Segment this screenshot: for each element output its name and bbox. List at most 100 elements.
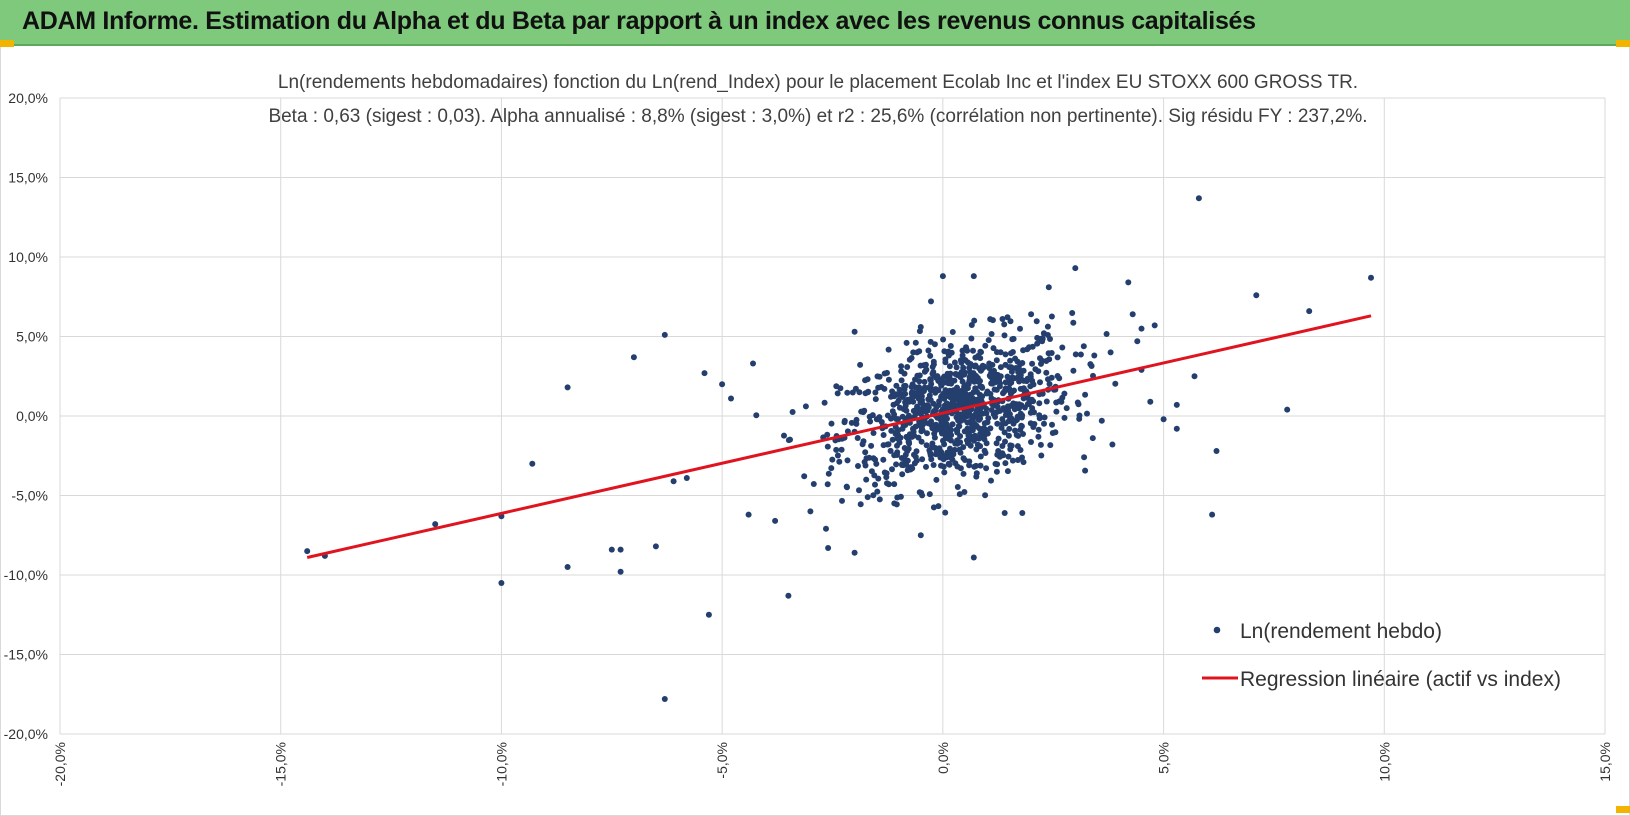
x-tick-label: 0,0% (935, 742, 951, 774)
scatter-point (952, 371, 959, 377)
scatter-point (893, 428, 900, 435)
scatter-point (899, 461, 906, 468)
scatter-point (958, 359, 965, 366)
scatter-point (1195, 195, 1202, 202)
x-tick-label: -20,0% (52, 742, 68, 786)
scatter-point (1038, 452, 1045, 459)
scatter-point (986, 365, 993, 372)
scatter-point (884, 480, 890, 487)
scatter-point (940, 336, 947, 343)
scatter-point (1098, 417, 1105, 424)
scatter-point (999, 416, 1006, 423)
scatter-point (1033, 318, 1040, 325)
scatter-point (1043, 398, 1050, 405)
scatter-point (921, 368, 928, 375)
legend-scatter-marker (1213, 626, 1221, 634)
scatter-point (867, 418, 874, 425)
scatter-point (876, 496, 883, 503)
scatter-point (856, 389, 863, 396)
scatter-point (948, 432, 955, 439)
scatter-point (998, 424, 1005, 431)
scatter-point (1037, 441, 1044, 448)
scatter-point (925, 347, 932, 354)
scatter-point (1008, 379, 1015, 386)
scatter-point (908, 464, 914, 471)
scatter-point (1001, 510, 1008, 516)
scatter-point (929, 370, 936, 377)
scatter-point (942, 509, 949, 516)
scatter-point (959, 352, 966, 359)
scatter-point (857, 361, 864, 368)
scatter-point (955, 394, 962, 401)
scatter-point (1002, 351, 1009, 358)
scatter-point (917, 399, 924, 406)
scatter-point (965, 432, 972, 439)
scatter-point (821, 399, 828, 406)
scatter-point (941, 395, 948, 402)
scatter-point (928, 298, 934, 305)
scatter-point (892, 391, 899, 398)
scatter-point (828, 420, 835, 427)
scatter-point (895, 416, 901, 423)
scatter-point (848, 419, 855, 426)
scatter-point (875, 384, 882, 391)
y-tick-label: 0,0% (16, 408, 48, 424)
scatter-point (630, 354, 637, 361)
scatter-point (988, 380, 995, 387)
scatter-point (1103, 331, 1110, 337)
scatter-point (1151, 322, 1158, 329)
scatter-point (921, 384, 928, 391)
scatter-point (873, 460, 880, 467)
scatter-point (917, 324, 924, 330)
scatter-point (1041, 420, 1047, 427)
scatter-point (913, 457, 920, 464)
scatter-point (880, 432, 887, 438)
scatter-point (941, 425, 948, 432)
scatter-point (885, 441, 892, 448)
report-banner: ADAM Informe. Estimation du Alpha et du … (0, 0, 1630, 46)
scatter-point (909, 433, 915, 440)
scatter-point (958, 411, 964, 418)
scatter-point (1020, 431, 1026, 437)
scatter-point (1070, 367, 1077, 374)
scatter-point (1010, 401, 1017, 408)
x-tick-label: 15,0% (1597, 742, 1613, 782)
scatter-point (1191, 373, 1198, 380)
scatter-point (1059, 344, 1066, 351)
scatter-point (891, 500, 898, 507)
scatter-point (870, 455, 877, 462)
scatter-point (1045, 350, 1052, 357)
scatter-point (789, 409, 796, 415)
scatter-point (1032, 366, 1039, 373)
scatter-point (927, 452, 934, 459)
scatter-point (964, 440, 971, 447)
scatter-point (1125, 279, 1132, 286)
scatter-point (995, 448, 1002, 454)
scatter-point (836, 458, 843, 465)
scatter-point (966, 377, 973, 384)
scatter-point (975, 352, 982, 359)
scatter-point (960, 455, 967, 462)
scatter-point (947, 343, 954, 349)
scatter-point (1058, 398, 1065, 405)
scatter-point (919, 456, 926, 463)
scatter-point (824, 481, 831, 488)
scatter-point (988, 477, 994, 484)
scatter-point (1046, 381, 1053, 387)
scatter-point (993, 357, 1000, 364)
scatter-point (1048, 313, 1055, 320)
scatter-point (851, 549, 858, 556)
scatter-point (899, 471, 906, 478)
scatter-point (1020, 386, 1027, 393)
scatter-point (984, 388, 991, 395)
x-tick-label: -10,0% (493, 742, 509, 786)
scatter-point (1082, 391, 1089, 398)
scatter-point (1035, 426, 1042, 433)
scatter-point (912, 407, 919, 414)
scatter-point (1005, 432, 1012, 439)
scatter-point (810, 481, 817, 487)
scatter-point (863, 476, 870, 483)
scatter-point (801, 473, 808, 480)
scatter-point (961, 397, 968, 404)
scatter-point (1213, 448, 1220, 454)
